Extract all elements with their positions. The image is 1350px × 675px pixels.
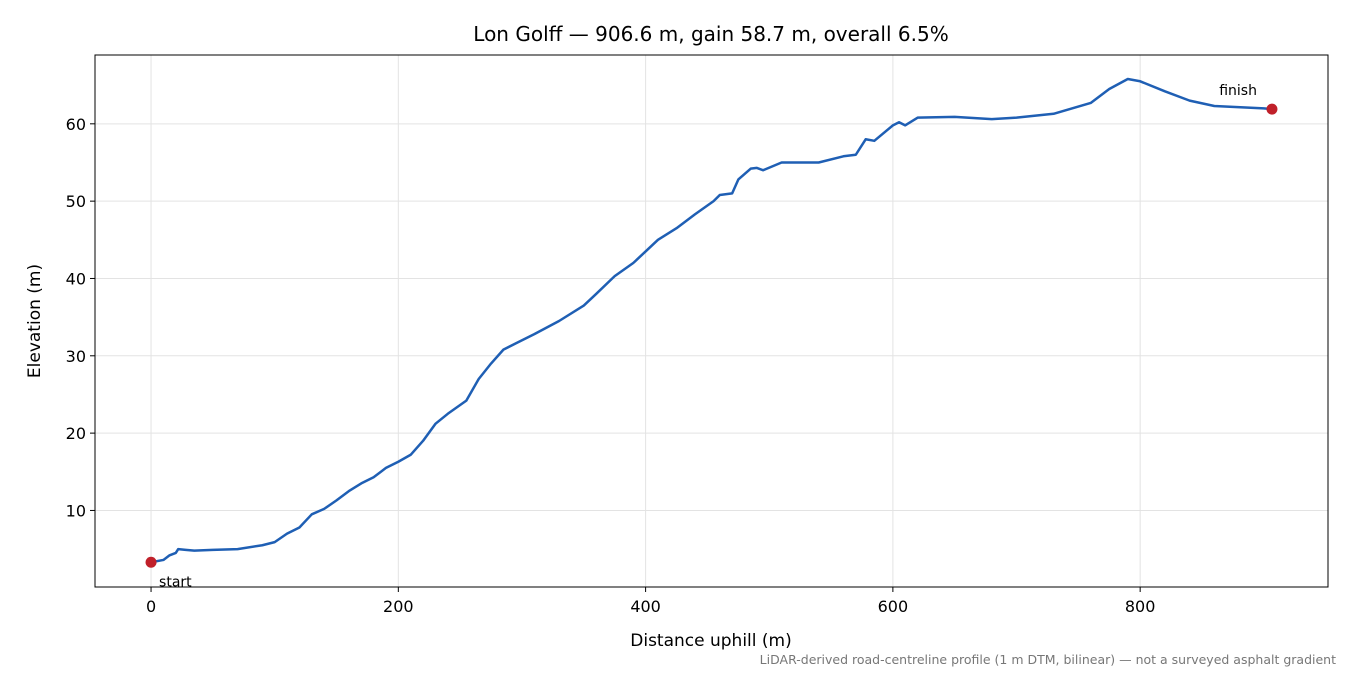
profile-line	[150, 77, 1273, 564]
x-tick-label: 0	[146, 597, 156, 616]
axes-frame	[94, 54, 1329, 588]
endpoint-marker	[1266, 103, 1278, 115]
y-tick-label: 50	[66, 192, 86, 211]
annotation: start	[159, 574, 192, 590]
x-axis-label: Distance uphill (m)	[630, 631, 791, 651]
endpoint-marker	[145, 556, 157, 568]
x-tick-label: 400	[630, 597, 661, 616]
x-tick-label: 200	[383, 597, 414, 616]
y-tick-label: 30	[66, 347, 86, 366]
footnote: LiDAR-derived road-centreline profile (1…	[760, 652, 1336, 667]
y-tick-label: 60	[66, 115, 86, 134]
chart-title: Lon Golff — 906.6 m, gain 58.7 m, overal…	[473, 22, 948, 46]
y-tick-label: 40	[66, 269, 86, 288]
annotation: finish	[1219, 83, 1257, 99]
x-tick-label: 800	[1125, 597, 1156, 616]
y-tick-label: 20	[66, 424, 86, 443]
y-tick-label: 10	[66, 501, 86, 520]
y-axis-label: Elevation (m)	[25, 264, 45, 378]
x-tick-label: 600	[878, 597, 909, 616]
